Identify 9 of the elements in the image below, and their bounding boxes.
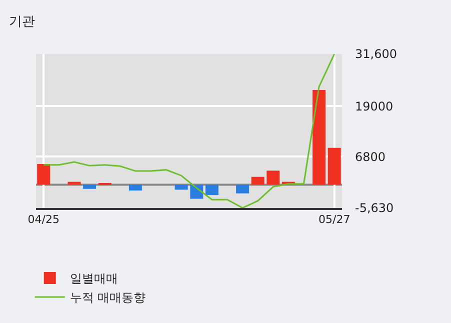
y-tick-label: 31,600 [355,47,397,62]
legend-label: 누적 매매동향 [70,290,146,305]
x-tick-label: 05/27 [318,213,350,226]
y-tick-label: 19000 [355,99,394,114]
x-tick-label: 04/25 [28,213,60,226]
legend-label: 일별매매 [70,272,118,286]
y-tick-label: 6800 [355,150,386,164]
y-tick-label: -5,630 [355,201,394,216]
chart-title: 기관 [9,14,36,30]
